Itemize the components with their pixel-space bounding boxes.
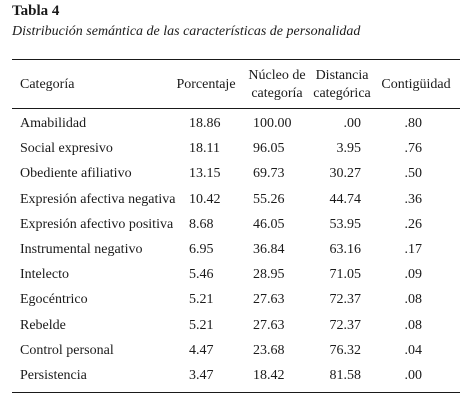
cell-porcentaje: 5.46 <box>189 267 214 283</box>
cell-nucleo: 96.05 <box>253 141 285 157</box>
cell-porcentaje: 18.11 <box>189 141 220 157</box>
cell-nucleo: 23.68 <box>253 342 285 358</box>
header-porcentaje: Porcentaje <box>176 77 236 92</box>
header-rule <box>12 108 460 109</box>
cell-contiguidad: .00 <box>404 367 423 383</box>
header-distancia-line1: Distancia <box>315 68 369 83</box>
table-row: Persistencia 3.47 18.42 81.58 .00 <box>0 365 474 390</box>
cell-categoria: Social expresivo <box>20 141 113 157</box>
cell-nucleo: 100.00 <box>253 116 292 131</box>
cell-distancia: .00 <box>343 116 362 131</box>
cell-nucleo: 28.95 <box>253 267 285 283</box>
cell-distancia: 81.58 <box>329 367 362 383</box>
cell-nucleo: 27.63 <box>253 317 285 333</box>
cell-nucleo: 36.84 <box>253 241 285 257</box>
table-row: Control personal 4.47 23.68 76.32 .04 <box>0 340 474 365</box>
cell-nucleo: 18.42 <box>253 367 285 383</box>
bottom-rule <box>12 392 460 393</box>
cell-nucleo: 46.05 <box>253 216 285 232</box>
cell-porcentaje: 5.21 <box>189 317 214 333</box>
table-row: Intelecto 5.46 28.95 71.05 .09 <box>0 264 474 289</box>
cell-categoria: Expresión afectiva negativa <box>20 191 176 207</box>
table-row: Expresión afectiva negativa 10.42 55.26 44.… <box>0 189 474 214</box>
cell-nucleo: 55.26 <box>253 191 285 207</box>
cell-distancia: 44.74 <box>329 191 362 207</box>
header-nucleo: Núcleo de categoría <box>244 67 310 103</box>
cell-distancia: 63.16 <box>329 241 362 257</box>
table-row: Rebelde 5.21 27.63 72.37 .08 <box>0 315 474 340</box>
cell-contiguidad: .50 <box>404 166 423 182</box>
cell-contiguidad: .09 <box>404 267 423 283</box>
cell-porcentaje: 5.21 <box>189 292 214 308</box>
header-distancia-line2: categórica <box>313 86 371 101</box>
table-row: Expresión afectivo positiva 8.68 46.05 53.9… <box>0 214 474 239</box>
cell-contiguidad: .80 <box>404 116 423 131</box>
table-row: Egocéntrico 5.21 27.63 72.37 .08 <box>0 289 474 314</box>
cell-categoria: Expresión afectivo positiva <box>20 216 174 232</box>
cell-distancia: 3.95 <box>336 141 362 157</box>
cell-distancia: 76.32 <box>329 342 362 358</box>
table-row: Social expresivo 18.11 96.05 3.95 .76 <box>0 138 474 163</box>
cell-contiguidad: .26 <box>404 216 423 232</box>
cell-distancia: 72.37 <box>329 292 362 308</box>
cell-categoria: Intelecto <box>20 267 69 283</box>
header-contiguidad: Contigüidad <box>381 77 451 92</box>
cell-porcentaje: 10.42 <box>189 191 221 207</box>
cell-contiguidad: .08 <box>404 292 423 308</box>
cell-distancia: 53.95 <box>329 216 362 232</box>
cell-nucleo: 69.73 <box>253 166 285 182</box>
cell-distancia: 71.05 <box>329 267 362 283</box>
cell-contiguidad: .08 <box>404 317 423 333</box>
table-row: Instrumental negativo 6.95 36.84 63.16 .17 <box>0 239 474 264</box>
cell-categoria: Instrumental negativo <box>20 241 143 257</box>
table-row: Obediente afiliativo 13.15 69.73 30.27 .50 <box>0 163 474 188</box>
cell-porcentaje: 3.47 <box>189 367 214 383</box>
top-rule <box>12 59 460 60</box>
cell-porcentaje: 18.86 <box>189 116 221 131</box>
cell-contiguidad: .04 <box>404 342 423 358</box>
table-subtitle: Distribución semántica de las caracterís… <box>12 24 361 39</box>
header-nucleo-line2: categoría <box>251 86 303 101</box>
cell-categoria: Control personal <box>20 342 114 358</box>
cell-nucleo: 27.63 <box>253 292 285 308</box>
header-distancia: Distancia categórica <box>311 67 373 103</box>
table-body: Amabilidad 18.86 100.00 .00 .80 Social expres… <box>0 113 474 390</box>
cell-categoria: Rebelde <box>20 317 66 333</box>
table-title: Tabla 4 <box>12 3 60 19</box>
cell-porcentaje: 4.47 <box>189 342 214 358</box>
header-nucleo-line1: Núcleo de <box>248 68 306 83</box>
cell-categoria: Amabilidad <box>20 116 87 131</box>
cell-categoria: Egocéntrico <box>20 292 88 308</box>
cell-porcentaje: 8.68 <box>189 216 214 232</box>
table-row: Amabilidad 18.86 100.00 .00 .80 <box>0 113 474 138</box>
cell-contiguidad: .36 <box>404 191 423 207</box>
header-categoria: Categoría <box>20 77 75 92</box>
cell-distancia: 72.37 <box>329 317 362 333</box>
cell-contiguidad: .76 <box>404 141 423 157</box>
cell-contiguidad: .17 <box>404 241 423 257</box>
cell-categoria: Obediente afiliativo <box>20 166 132 182</box>
cell-porcentaje: 6.95 <box>189 241 214 257</box>
cell-porcentaje: 13.15 <box>189 166 221 182</box>
cell-distancia: 30.27 <box>329 166 362 182</box>
cell-categoria: Persistencia <box>20 367 87 383</box>
